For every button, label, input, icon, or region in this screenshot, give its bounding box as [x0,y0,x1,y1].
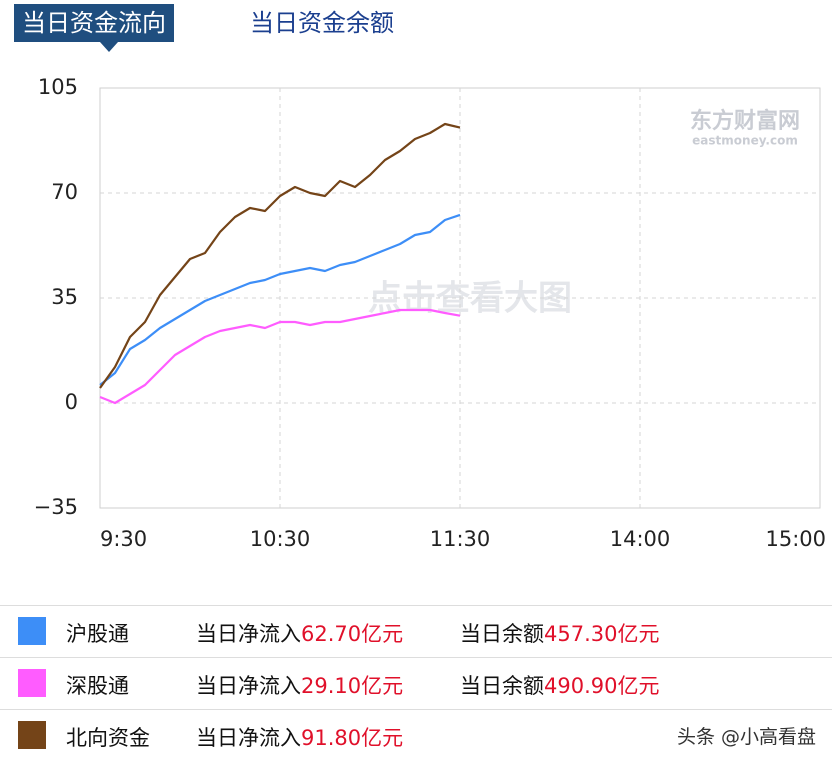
legend-label[interactable]: 沪股通 [66,622,129,646]
y-tick-label: 0 [65,390,78,414]
balance-value: 490.90亿元 [544,674,660,698]
tab[interactable]: 当日资金余额 [250,9,394,37]
watermark-url: eastmoney.com [692,134,798,148]
balance-value: 457.30亿元 [544,622,660,646]
x-tick-label: 11:30 [430,527,491,551]
credit: 头条 @小高看盘 [676,726,816,748]
x-tick-label: 15:00 [765,527,826,551]
y-tick-label: 35 [51,285,78,309]
x-tick-label: 10:30 [250,527,311,551]
inflow-value: 91.80亿元 [301,726,404,750]
net-inflow: 当日净流入29.10亿元 [196,670,403,700]
inflow-value: 29.10亿元 [301,674,404,698]
tab-selected[interactable]: 当日资金流向 [14,4,174,52]
y-tick-label: −35 [34,495,78,519]
x-tick-label: 9:30 [100,527,147,551]
series-line [99,122,461,389]
summary-row: 沪股通 当日净流入62.70亿元 当日余额457.30亿元 [0,605,832,656]
watermark-logo: 东方财富网 [690,108,800,134]
inflow-value: 62.70亿元 [301,622,404,646]
summary-row: 深股通 当日净流入29.10亿元 当日余额490.90亿元 [0,657,832,708]
inflow-label: 当日净流入 [196,622,301,646]
balance: 当日余额490.90亿元 [460,670,659,700]
inflow-label: 当日净流入 [196,726,301,750]
x-tick-label: 14:00 [610,527,671,551]
net-inflow: 当日净流入91.80亿元 [196,722,403,752]
legend-label[interactable]: 深股通 [66,674,129,698]
series-line [99,308,461,405]
legend-swatch[interactable] [18,669,46,697]
balance-label: 当日余额 [460,622,544,646]
summary-row: 北向资金 当日净流入91.80亿元 头条 @小高看盘 [0,709,832,760]
balance: 当日余额457.30亿元 [460,618,659,648]
legend-swatch[interactable] [18,617,46,645]
y-tick-label: 70 [51,180,78,204]
inflow-label: 当日净流入 [196,674,301,698]
balance-label: 当日余额 [460,674,544,698]
y-tick-label: 105 [38,75,78,99]
net-inflow: 当日净流入62.70亿元 [196,618,403,648]
legend-label[interactable]: 北向资金 [66,726,150,750]
legend-swatch[interactable] [18,721,46,749]
series-line [99,213,461,386]
